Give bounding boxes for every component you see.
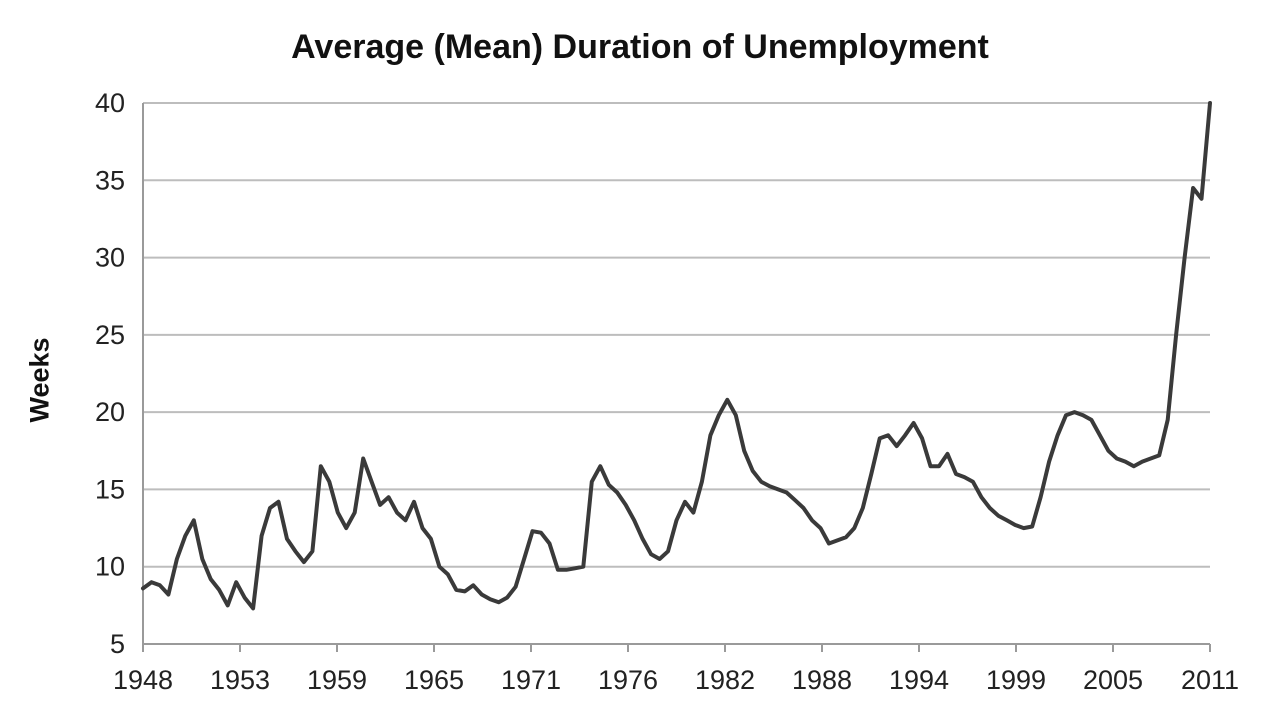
x-tick-label: 1948 [113,665,173,695]
x-tick-label: 1959 [307,665,367,695]
x-tick-label: 2011 [1181,665,1239,695]
x-tick-label: 1988 [792,665,852,695]
y-tick-label: 35 [95,165,125,195]
x-tick-label: 1971 [501,665,561,695]
x-tick-label: 1982 [695,665,755,695]
x-tick-label: 1976 [598,665,658,695]
x-tick-label: 2005 [1083,665,1143,695]
y-tick-label: 20 [95,397,125,427]
x-tick-label: 1994 [889,665,949,695]
y-tick-label: 40 [95,88,125,118]
x-tick-label: 1965 [404,665,464,695]
x-tick-label: 1953 [210,665,270,695]
x-tick-label: 1999 [986,665,1046,695]
y-tick-label: 15 [95,474,125,504]
y-tick-label: 30 [95,243,125,273]
y-tick-label: 10 [95,552,125,582]
y-tick-label: 5 [110,629,125,659]
series-line [141,101,1212,611]
y-tick-label: 25 [95,320,125,350]
chart-title: Average (Mean) Duration of Unemployment [291,28,989,66]
